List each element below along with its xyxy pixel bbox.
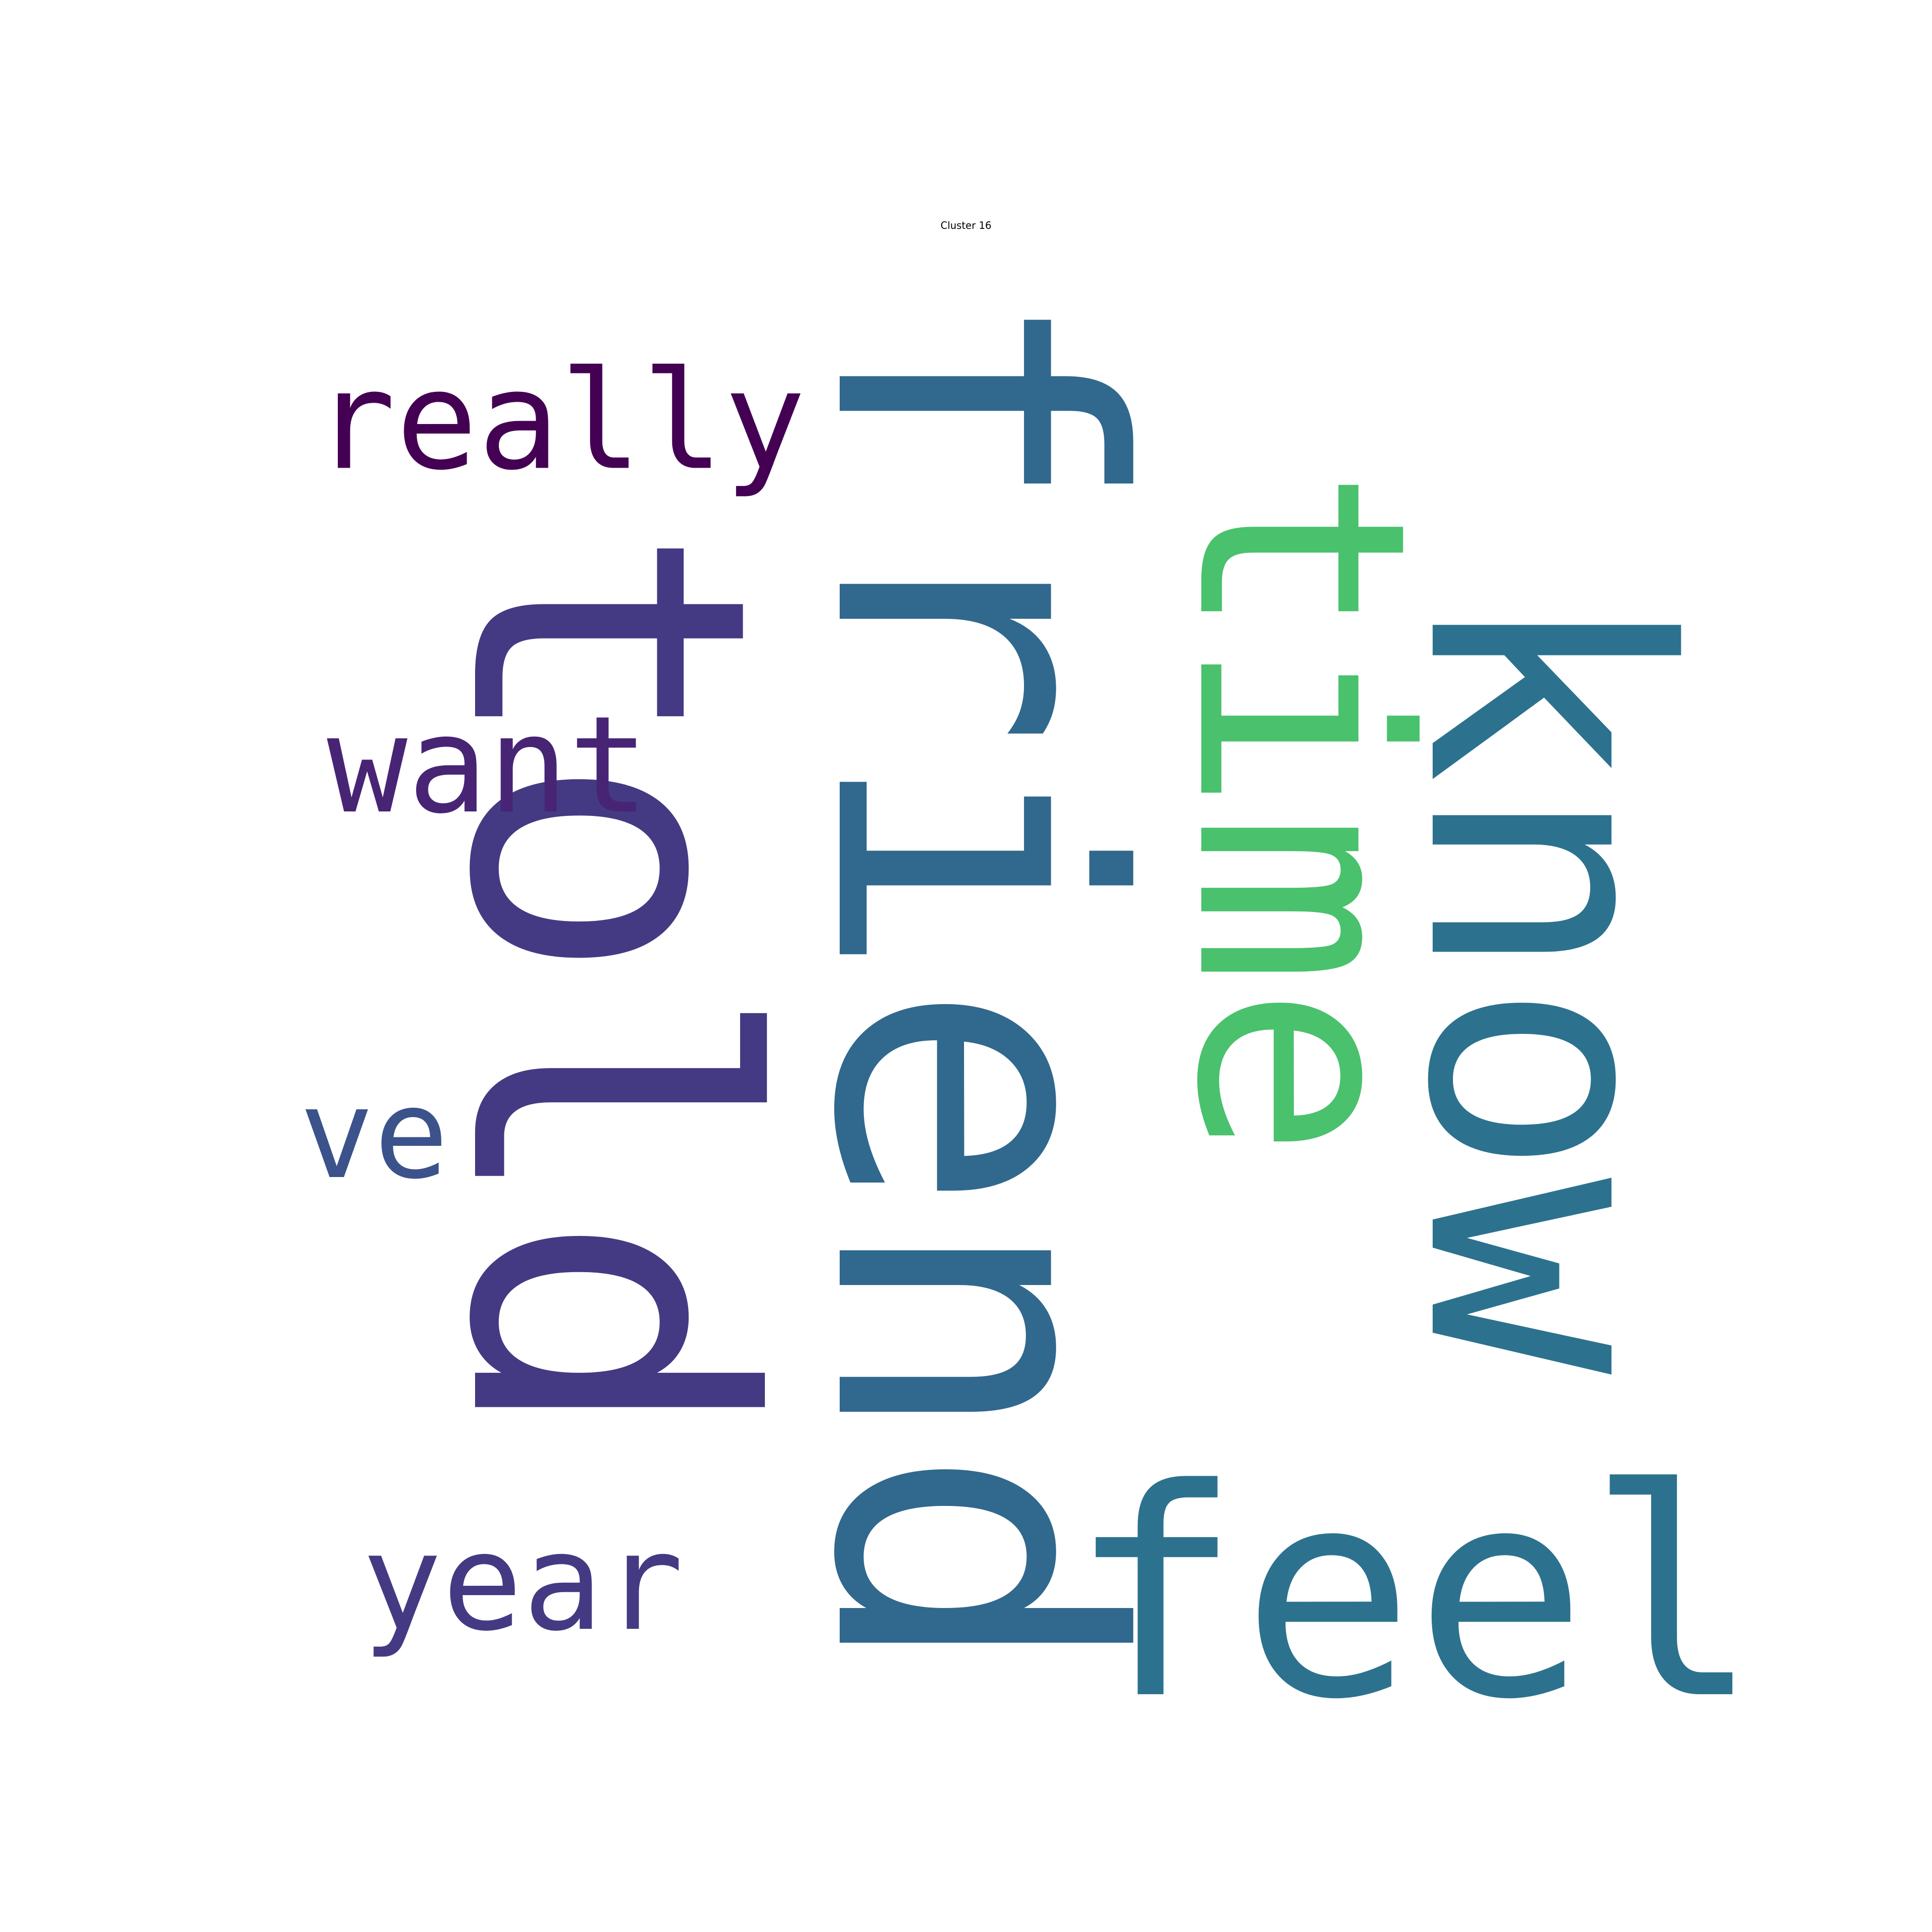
word-feel: feel [1068,1428,1761,1762]
word-really: really [314,341,806,500]
word-time: time [1133,466,1468,1159]
word-year: year [361,1504,684,1661]
word-ve: ve [299,1062,449,1206]
word-want: want [326,687,649,843]
cloud-title: Cluster 16 [940,219,992,231]
word-told: told [385,524,829,1443]
